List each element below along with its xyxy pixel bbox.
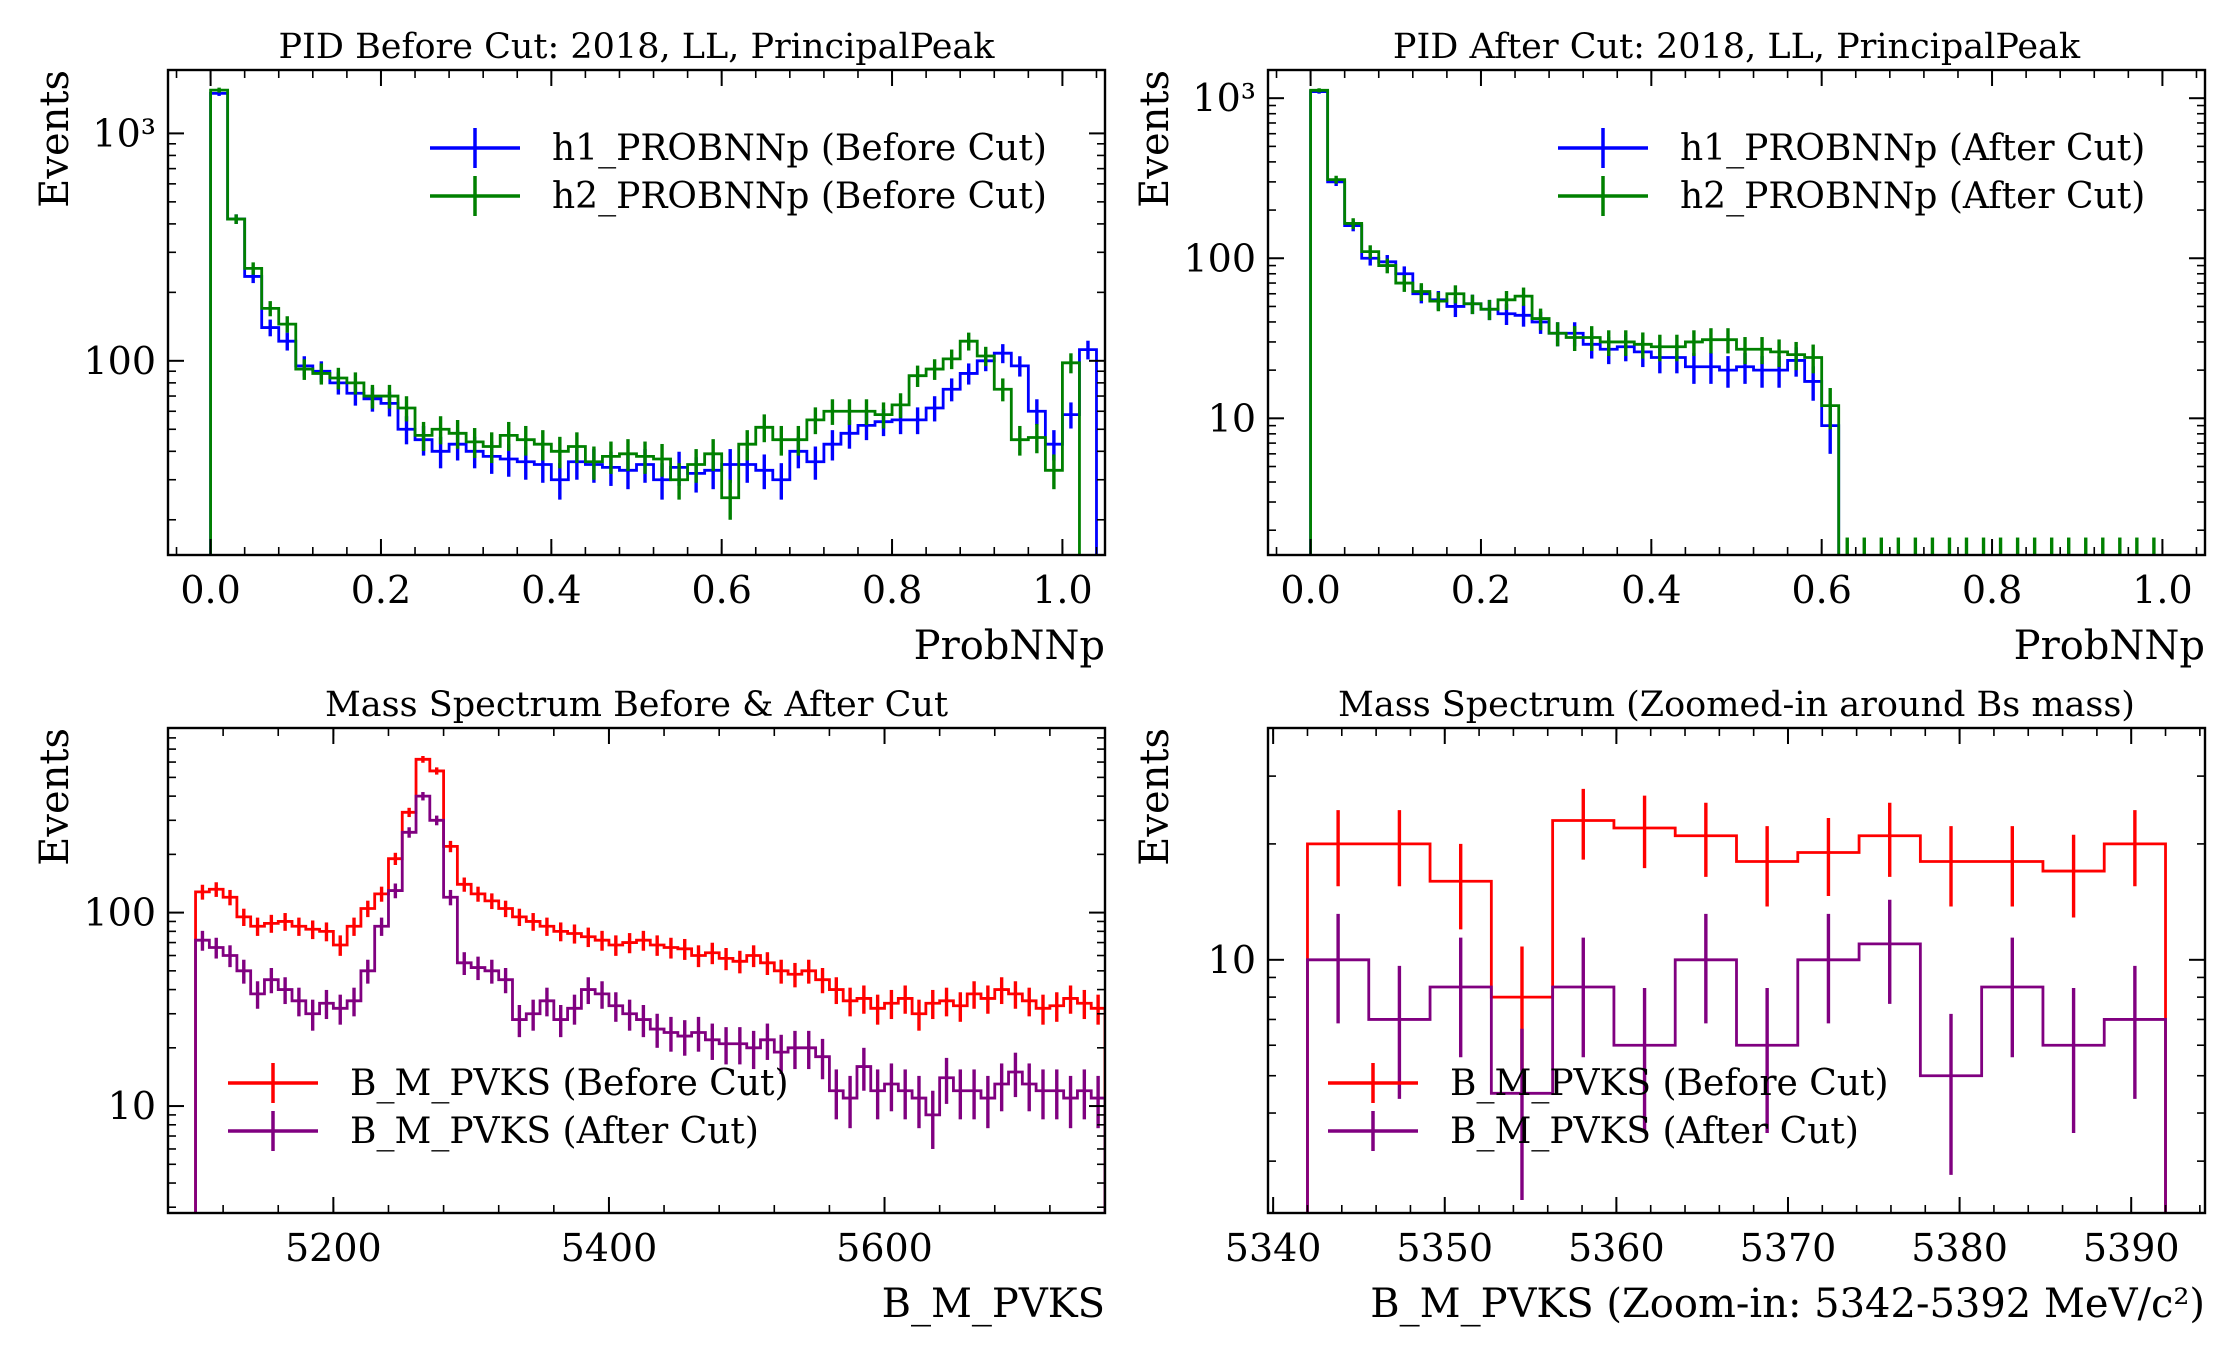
series-2 [194, 792, 1105, 1213]
histogram-step [209, 88, 1081, 555]
chart-title: PID After Cut: 2018, LL, PrincipalPeak [1393, 27, 2081, 67]
y-axis-label: Events [32, 728, 78, 866]
x-tick-label: 1.0 [2132, 568, 2192, 612]
chart-title: Mass Spectrum (Zoomed-in around Bs mass) [1338, 685, 2135, 725]
chart-title: Mass Spectrum Before & After Cut [325, 685, 948, 725]
plot-frame [166, 68, 1107, 557]
histogram-step [194, 757, 1105, 1213]
x-tick-label: 0.8 [862, 568, 922, 612]
chart-title: PID Before Cut: 2018, LL, PrincipalPeak [279, 27, 996, 67]
x-axis-label: B_M_PVKS (Zoom-in: 5342-5392 MeV/c²) [1370, 1281, 2205, 1327]
y-axis-label: Events [1132, 728, 1178, 866]
series-1 [194, 756, 1105, 1213]
y-tick-label: 10 [1208, 938, 1256, 982]
x-tick-label: 0.4 [1621, 568, 1681, 612]
x-tick-label: 5380 [1911, 1226, 2008, 1270]
chart-p2: 0.0 0.2 0.4 0.6 0.8 1.0 10 100 10³ PID After Cut:… [1132, 27, 2207, 669]
legend: h1_PROBNNp (After Cut) h2_PROBNNp (After … [1558, 128, 2145, 217]
chart-p3: 5200 5400 5600 10 100 Mass Spectrum Before & … [32, 685, 1107, 1327]
x-tick-label: 5200 [285, 1226, 382, 1270]
x-tick-label: 5350 [1396, 1226, 1493, 1270]
series-2 [1306, 899, 2167, 1213]
y-tick-label: 10 [108, 1084, 156, 1128]
y-tick-label: 10 [1208, 396, 1256, 440]
y-tick-label: 10³ [1192, 76, 1256, 120]
y-axis-label: Events [1132, 70, 1178, 208]
chart-p1: 0.0 0.2 0.4 0.6 0.8 1.0 100 10³ PID Before Cut: … [32, 27, 1107, 669]
x-tick-label: 0.0 [1280, 568, 1340, 612]
x-tick-label: 0.4 [521, 568, 581, 612]
legend-label: h2_PROBNNp (Before Cut) [552, 176, 1047, 217]
x-tick-label: 0.2 [351, 568, 411, 612]
y-tick-label: 100 [1183, 236, 1256, 280]
x-axis-label: ProbNNp [914, 623, 1105, 669]
chart-p4: 5340 5350 5360 5370 5380 5390 10 Mass Spectrum … [1132, 685, 2207, 1327]
legend-label: B_M_PVKS (After Cut) [1450, 1111, 1859, 1152]
series-1 [1306, 788, 2167, 1213]
legend-label: h1_PROBNNp (Before Cut) [552, 128, 1047, 169]
y-tick-label: 10³ [92, 111, 156, 155]
series-2 [209, 87, 1081, 555]
legend-label: B_M_PVKS (After Cut) [350, 1111, 759, 1152]
histogram-step [1309, 88, 1841, 555]
x-tick-label: 5600 [836, 1226, 933, 1270]
legend-label: B_M_PVKS (Before Cut) [1450, 1063, 1889, 1104]
plot-area-p1 [209, 87, 1098, 555]
series-2 [1309, 88, 1841, 555]
y-tick-label: 100 [83, 891, 156, 935]
legend: B_M_PVKS (Before Cut) B_M_PVKS (After Cut… [1328, 1063, 1889, 1152]
x-tick-label: 5340 [1225, 1226, 1322, 1270]
plot-area-p3 [194, 756, 1105, 1213]
x-tick-label: 0.2 [1451, 568, 1511, 612]
plot-area-p2 [1309, 88, 2156, 555]
y-axis-label: Events [32, 70, 78, 208]
plot-frame [1266, 726, 2207, 1215]
x-axis-label: B_M_PVKS [882, 1281, 1105, 1327]
legend-label: h1_PROBNNp (After Cut) [1680, 128, 2145, 169]
y-tick-label: 100 [83, 339, 156, 383]
x-tick-label: 0.6 [691, 568, 751, 612]
plot-frame [1266, 68, 2207, 557]
plot-area-p4 [1306, 788, 2167, 1213]
x-tick-label: 1.0 [1032, 568, 1092, 612]
x-tick-label: 5400 [561, 1226, 658, 1270]
legend-label: B_M_PVKS (Before Cut) [350, 1063, 789, 1104]
legend: h1_PROBNNp (Before Cut) h2_PROBNNp (Befor… [430, 128, 1047, 217]
empty-bin-markers [1845, 537, 2156, 555]
x-axis-label: ProbNNp [2014, 623, 2205, 669]
legend-label: h2_PROBNNp (After Cut) [1680, 176, 2145, 217]
x-tick-label: 0.8 [1962, 568, 2022, 612]
x-tick-label: 5390 [2083, 1226, 2180, 1270]
x-tick-label: 5370 [1740, 1226, 1837, 1270]
x-tick-label: 5360 [1568, 1226, 1665, 1270]
legend: B_M_PVKS (Before Cut) B_M_PVKS (After Cut… [228, 1063, 789, 1152]
x-tick-label: 0.6 [1791, 568, 1851, 612]
x-tick-label: 0.0 [180, 568, 240, 612]
histogram-step [1306, 942, 2167, 1213]
